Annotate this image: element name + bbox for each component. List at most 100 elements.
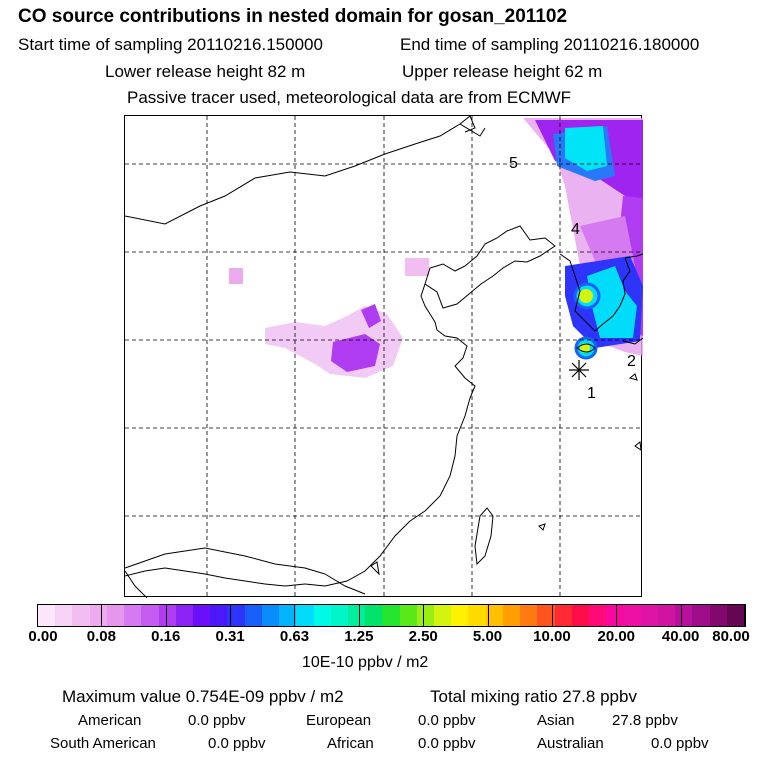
colorbar-tick-label: 5.00	[472, 628, 503, 645]
colorbar-separator	[423, 604, 425, 627]
upper-release-height: Upper release height 62 m	[402, 62, 603, 81]
colorbar-segment	[124, 605, 142, 626]
asian-value: 27.8 ppbv	[612, 712, 678, 729]
start-time-label: Start time of sampling 20110216.150000	[18, 35, 323, 54]
colorbar-segment	[175, 605, 193, 626]
colorbar-segment	[347, 605, 366, 626]
plume-mid-band	[580, 216, 635, 266]
colorbar-separator	[37, 604, 38, 627]
colorbar-segment	[468, 605, 486, 626]
south-american-label: South American	[50, 735, 156, 752]
colorbar-segment	[606, 605, 624, 626]
plume-inland	[331, 334, 380, 372]
asian-label: Asian	[537, 712, 575, 729]
colorbar-segment	[158, 605, 176, 626]
colorbar-segment	[502, 605, 521, 626]
american-value: 0.0 ppbv	[188, 712, 246, 729]
colorbar-segment	[451, 605, 469, 626]
plume-hotspot-north-core	[579, 289, 593, 303]
colorbar-segment	[55, 605, 73, 626]
colorbar-separator	[551, 604, 553, 627]
colorbar-segment	[141, 605, 159, 626]
colorbar-tick-label: 80.00	[712, 628, 750, 645]
colorbar-separator	[745, 604, 746, 627]
colorbar-tick-label: 40.00	[661, 628, 700, 645]
colorbar-segment	[261, 605, 280, 626]
european-value: 0.0 ppbv	[418, 712, 476, 729]
plume-mid-small	[405, 258, 429, 276]
plume-hotspot-south-core	[580, 343, 590, 353]
colorbar-segment	[554, 605, 572, 626]
european-label: European	[306, 712, 372, 729]
colorbar	[37, 604, 745, 627]
colorbar-tick-label: 0.63	[279, 628, 310, 645]
colorbar-segment	[571, 605, 589, 626]
colorbar-tick-label: 10.00	[533, 628, 571, 645]
colorbar-tick-label: 0.16	[151, 628, 181, 645]
colorbar-segment	[89, 605, 107, 626]
colorbar-segment	[416, 605, 435, 626]
colorbar-segment	[726, 605, 744, 626]
colorbar-segment	[72, 605, 90, 626]
max-value: Maximum value 0.754E-09 ppbv / m2	[62, 687, 344, 706]
colorbar-segment	[692, 605, 710, 626]
colorbar-segment	[520, 605, 538, 626]
colorbar-segment	[313, 605, 331, 626]
plume-northeast-hot	[565, 126, 607, 171]
colorbar-segment	[244, 605, 262, 626]
plume-inland-small	[229, 268, 243, 284]
colorbar-segment	[365, 605, 383, 626]
colorbar-segment	[657, 605, 676, 626]
colorbar-separator	[616, 604, 618, 627]
colorbar-separator	[165, 604, 167, 627]
colorbar-unit: 10E-10 ppbv / m2	[302, 654, 429, 671]
colorbar-tick-label: 0.00	[28, 628, 58, 645]
colorbar-segment	[330, 605, 348, 626]
plume-korea	[587, 266, 637, 338]
colorbar-segment	[640, 605, 658, 626]
total-mixing-ratio: Total mixing ratio 27.8 ppbv	[430, 687, 637, 706]
colorbar-segment	[192, 605, 211, 626]
colorbar-separator	[487, 604, 489, 627]
colorbar-segment	[485, 605, 503, 626]
colorbar-tick-label: 20.00	[597, 628, 636, 645]
colorbar-segment	[279, 605, 297, 626]
colorbar-segment	[623, 605, 641, 626]
south-american-value: 0.0 ppbv	[208, 735, 266, 752]
colorbar-tick-label: 0.08	[86, 628, 116, 645]
colorbar-segment	[296, 605, 314, 626]
colorbar-separator	[230, 604, 232, 627]
lower-release-height: Lower release height 82 m	[105, 62, 306, 81]
receptor-marker	[569, 360, 589, 380]
marker-label-4: 4	[571, 221, 580, 238]
colorbar-tick-label: 1.25	[344, 628, 374, 645]
colorbar-segment	[537, 605, 555, 626]
colorbar-segment	[434, 605, 452, 626]
colorbar-segment	[106, 605, 125, 626]
colorbar-segment	[38, 605, 56, 626]
african-label: African	[327, 735, 374, 752]
marker-label-2: 2	[627, 353, 636, 370]
plume-inland-north	[361, 304, 381, 328]
colorbar-segment	[210, 605, 228, 626]
colorbar-tick-label: 2.50	[408, 628, 438, 645]
end-time-label: End time of sampling 20110216.180000	[400, 35, 700, 54]
colorbar-separator	[680, 604, 682, 627]
marker-label-5: 5	[509, 155, 518, 172]
american-label: American	[78, 712, 142, 729]
colorbar-segment	[382, 605, 400, 626]
colorbar-segment	[675, 605, 693, 626]
plume-layer	[229, 118, 643, 378]
marker-label-1: 1	[587, 385, 596, 402]
australian-value: 0.0 ppbv	[651, 735, 709, 752]
map-svg: 1 2 4 5	[125, 116, 643, 598]
coastlines	[125, 116, 643, 598]
colorbar-segment	[709, 605, 727, 626]
colorbar-separator	[101, 604, 103, 627]
map-panel: 1 2 4 5	[124, 115, 643, 598]
map-grid	[125, 116, 643, 598]
tracer-info: Passive tracer used, meteorological data…	[127, 88, 572, 107]
colorbar-separator	[358, 604, 360, 627]
colorbar-separator	[294, 604, 296, 627]
colorbar-segment	[399, 605, 417, 626]
